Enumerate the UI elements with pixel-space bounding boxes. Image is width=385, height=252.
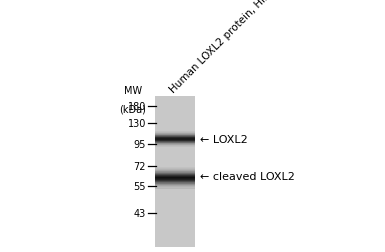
Text: 180: 180 [127,102,146,112]
Bar [155,139,195,140]
Bar [155,140,195,141]
Bar [155,133,195,134]
Bar [155,174,195,175]
Bar [155,139,195,140]
Bar [155,134,195,135]
Text: 43: 43 [134,208,146,218]
Bar [155,97,195,247]
Bar [155,143,195,144]
Bar [155,185,195,186]
Bar [155,179,195,180]
Bar [155,144,195,145]
Text: 72: 72 [134,161,146,171]
Bar [155,137,195,138]
Bar [155,177,195,178]
Bar [155,174,195,175]
Bar [155,167,195,168]
Bar [155,175,195,176]
Text: 95: 95 [134,139,146,149]
Bar [155,173,195,174]
Text: ← cleaved LOXL2: ← cleaved LOXL2 [200,171,295,181]
Bar [155,180,195,181]
Bar [155,146,195,147]
Bar [155,171,195,172]
Bar [155,176,195,177]
Bar [155,187,195,188]
Text: (kDa): (kDa) [120,104,146,114]
Bar [155,132,195,133]
Bar [155,141,195,142]
Text: 130: 130 [127,118,146,129]
Bar [155,183,195,184]
Bar [155,186,195,187]
Bar [155,169,195,170]
Bar [155,170,195,171]
Text: Human LOXL2 protein, His tag: Human LOXL2 protein, His tag [168,0,286,94]
Bar [155,184,195,185]
Bar [155,136,195,137]
Bar [155,182,195,183]
Text: MW: MW [124,86,142,96]
Text: 55: 55 [134,181,146,191]
Bar [155,137,195,138]
Bar [155,178,195,179]
Bar [155,142,195,143]
Bar [155,188,195,189]
Bar [155,145,195,146]
Bar [155,187,195,188]
Text: ← LOXL2: ← LOXL2 [200,135,248,144]
Bar [155,168,195,169]
Bar [155,138,195,139]
Bar [155,168,195,169]
Bar [155,172,195,173]
Bar [155,181,195,182]
Bar [155,135,195,136]
